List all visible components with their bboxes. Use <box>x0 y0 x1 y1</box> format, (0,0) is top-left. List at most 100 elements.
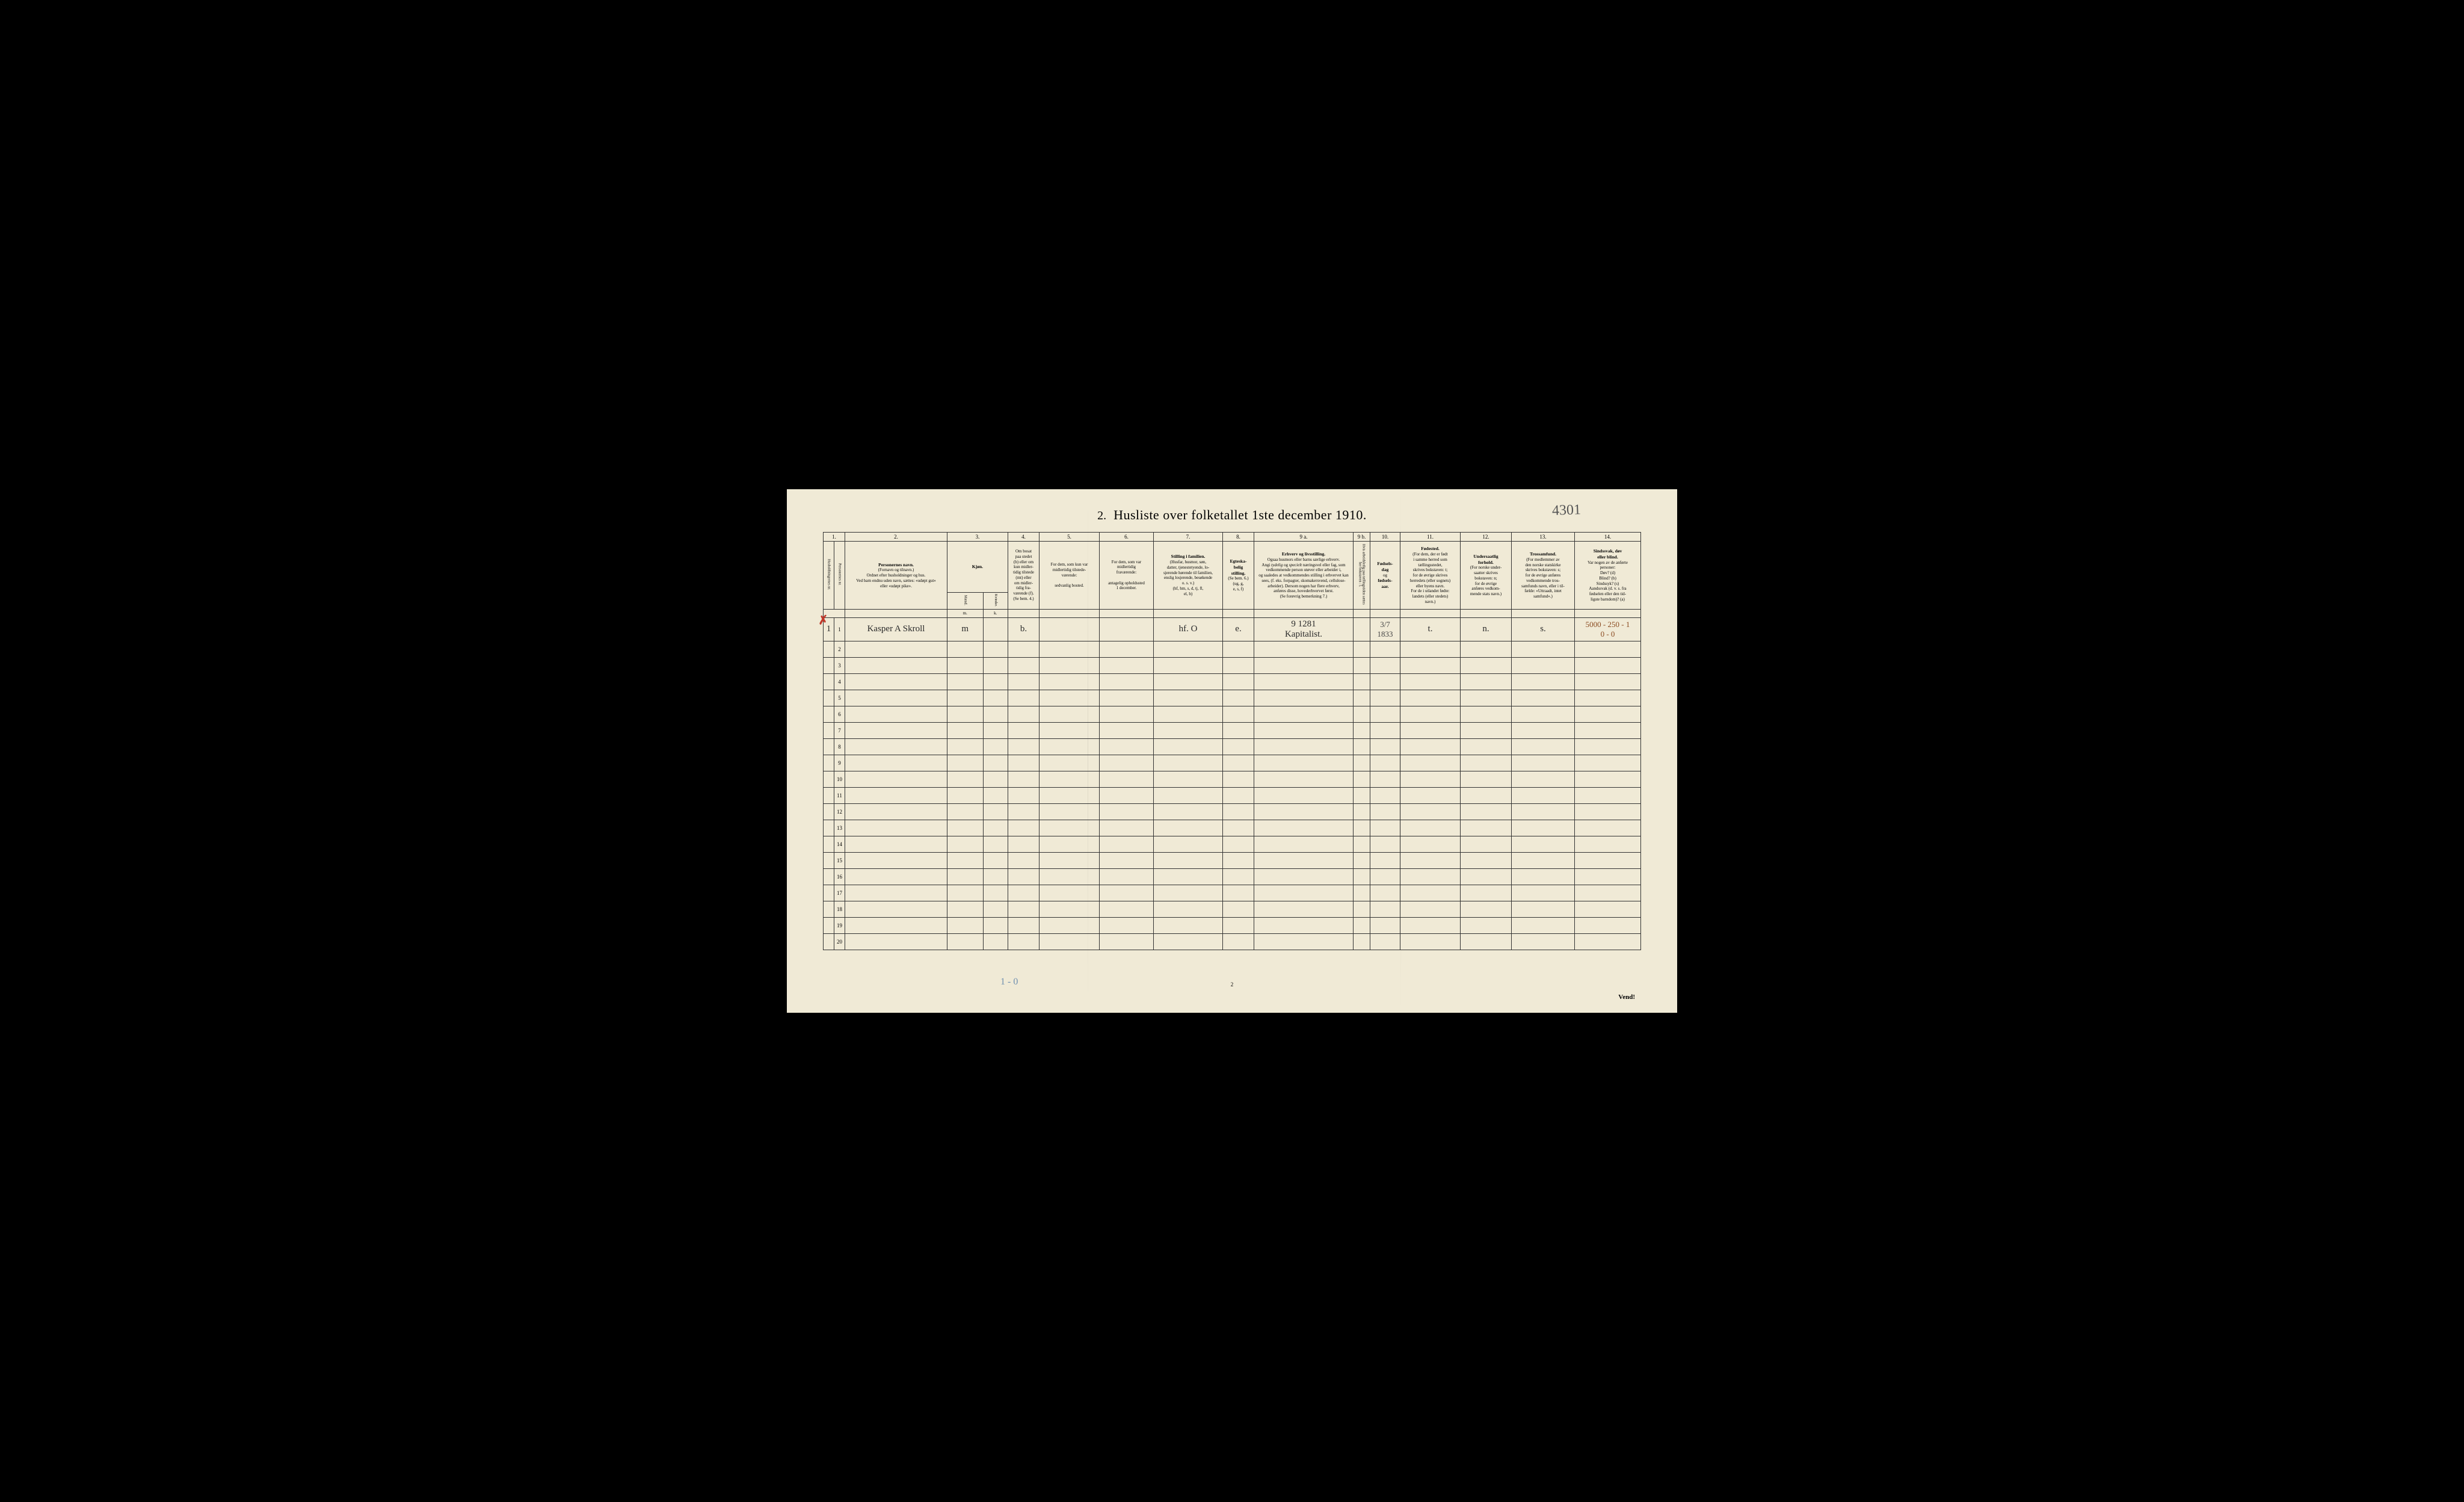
empty-cell <box>1461 933 1512 950</box>
census-document: 2. Husliste over folketallet 1ste decemb… <box>787 489 1677 1013</box>
empty-cell <box>845 868 947 885</box>
empty-cell <box>1223 820 1254 836</box>
empty-cell <box>1354 673 1370 690</box>
empty-cell <box>1254 787 1354 803</box>
cell-marital: e. <box>1223 617 1254 641</box>
empty-cell <box>1370 852 1400 868</box>
empty-cell <box>1370 641 1400 657</box>
empty-cell <box>947 787 984 803</box>
empty-cell <box>824 690 834 706</box>
empty-cell <box>1008 917 1040 933</box>
empty-cell <box>824 641 834 657</box>
empty-cell <box>1254 901 1354 917</box>
empty-cell <box>1154 641 1223 657</box>
empty-cell <box>1223 852 1254 868</box>
table-row: 12 <box>824 803 1641 820</box>
bottom-note: 1 - 0 <box>1000 977 1018 987</box>
empty-cell <box>1254 868 1354 885</box>
empty-cell <box>1400 933 1461 950</box>
empty-cell <box>1223 738 1254 755</box>
empty-cell <box>983 803 1008 820</box>
empty-cell <box>1040 901 1100 917</box>
empty-cell <box>1154 836 1223 852</box>
empty-cell <box>845 641 947 657</box>
empty-cell <box>1354 820 1370 836</box>
empty-cell <box>1040 738 1100 755</box>
empty-cell <box>1575 641 1641 657</box>
colnum-3: 3. <box>947 533 1008 542</box>
empty-cell <box>1512 673 1575 690</box>
empty-cell <box>1040 803 1100 820</box>
cell-citizenship: n. <box>1461 617 1512 641</box>
empty-cell <box>1223 722 1254 738</box>
empty-cell <box>983 706 1008 722</box>
empty-cell <box>845 722 947 738</box>
empty-cell <box>1040 706 1100 722</box>
empty-cell <box>1008 657 1040 673</box>
empty-cell <box>1575 885 1641 901</box>
table-row: 16 <box>824 868 1641 885</box>
header-number-row: 1. 2. 3. 4. 5. 6. 7. 8. 9 a. 9 b. 10. 11… <box>824 533 1641 542</box>
empty-cell <box>1100 787 1154 803</box>
empty-cell <box>845 901 947 917</box>
empty-cell <box>983 771 1008 787</box>
empty-cell <box>1512 917 1575 933</box>
table-row: 13 <box>824 820 1641 836</box>
blank-sub <box>1040 609 1100 617</box>
empty-cell <box>1461 755 1512 771</box>
colnum-6: 6. <box>1100 533 1154 542</box>
empty-cell <box>1223 673 1254 690</box>
title-number: 2. <box>1097 509 1106 523</box>
empty-cell <box>947 836 984 852</box>
header-citizenship: Undersaatligforhold.(For norske under-sa… <box>1461 542 1512 610</box>
empty-cell <box>1223 690 1254 706</box>
empty-cell <box>1370 868 1400 885</box>
blank-sub <box>1370 609 1400 617</box>
blank-sub <box>1100 609 1154 617</box>
header-occupation: Erhverv og livsstilling.Ogsaa husmors el… <box>1254 542 1354 610</box>
cell-sex-m: m <box>947 617 984 641</box>
cell-pn: 19 <box>834 917 845 933</box>
empty-cell <box>1100 706 1154 722</box>
empty-cell <box>1354 641 1370 657</box>
empty-cell <box>1008 787 1040 803</box>
empty-cell <box>1008 901 1040 917</box>
empty-cell <box>1400 722 1461 738</box>
empty-cell <box>1512 657 1575 673</box>
empty-cell <box>1575 657 1641 673</box>
colnum-4: 4. <box>1008 533 1040 542</box>
empty-cell <box>983 722 1008 738</box>
table-row: 19 <box>824 917 1641 933</box>
blank-sub <box>1008 609 1040 617</box>
empty-cell <box>845 933 947 950</box>
header-male-text: Mænd. <box>963 595 967 605</box>
empty-cell <box>824 868 834 885</box>
cell-pn: 16 <box>834 868 845 885</box>
empty-cell <box>824 771 834 787</box>
blank-sub <box>1512 609 1575 617</box>
empty-cell <box>1400 657 1461 673</box>
empty-cell <box>1254 673 1354 690</box>
empty-cell <box>1575 755 1641 771</box>
blank-sub <box>1154 609 1223 617</box>
empty-cell <box>1512 820 1575 836</box>
empty-cell <box>1254 836 1354 852</box>
empty-cell <box>1154 706 1223 722</box>
empty-cell <box>983 820 1008 836</box>
header-temp-present: For dem, som kun varmidlertidig tilstede… <box>1040 542 1100 610</box>
empty-cell <box>1223 755 1254 771</box>
empty-cell <box>1370 820 1400 836</box>
empty-cell <box>983 852 1008 868</box>
header-name: Personernes navn.(Fornavn og tilnavn.)Or… <box>845 542 947 610</box>
empty-cell <box>1400 917 1461 933</box>
header-hh-nr-text: Husholdningernes nr. <box>827 559 831 590</box>
empty-cell <box>1354 755 1370 771</box>
empty-cell <box>1154 755 1223 771</box>
empty-cell <box>983 787 1008 803</box>
empty-cell <box>1223 657 1254 673</box>
empty-cell <box>1400 901 1461 917</box>
empty-cell <box>1008 690 1040 706</box>
empty-cell <box>824 885 834 901</box>
empty-cell <box>1008 755 1040 771</box>
empty-cell <box>1254 933 1354 950</box>
